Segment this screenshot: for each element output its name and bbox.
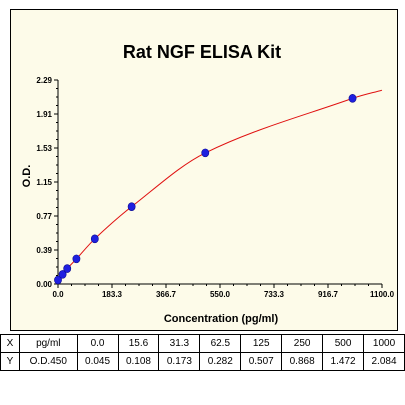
data-point — [54, 275, 62, 285]
data-point — [58, 270, 67, 279]
table-cell: 0.045 — [76, 352, 119, 371]
x-tick-label: 0.0 — [52, 290, 64, 299]
axes — [57, 80, 382, 285]
y-tick-label: 1.15 — [36, 178, 52, 187]
y-tick-label: 2.29 — [36, 76, 52, 85]
table-cell: 0.0 — [76, 334, 119, 353]
data-point — [201, 148, 210, 158]
table-cell: 0.868 — [281, 352, 324, 371]
table-cell: 1000 — [363, 334, 405, 353]
table-cell: 31.3 — [158, 334, 201, 353]
y-tick-label: 0.00 — [36, 280, 52, 289]
x-tick-label: 1100.0 — [370, 290, 395, 299]
table-cell: 125 — [240, 334, 283, 353]
table-cell: 0.507 — [240, 352, 283, 371]
table-cell: 250 — [281, 334, 324, 353]
x-tick-label: 733.3 — [264, 290, 285, 299]
x-tick-label: 916.7 — [318, 290, 339, 299]
y-axis-title: O.D. — [21, 165, 33, 188]
row-header: X — [0, 334, 20, 353]
table-cell: 0.282 — [199, 352, 242, 371]
row-header: Y — [0, 352, 20, 371]
chart-panel — [10, 9, 398, 331]
chart-svg: Rat NGF ELISA Kit 0.0 183.3 366.7 550.0 733.… — [21, 42, 395, 325]
ticks: 0.0 183.3 366.7 550.0 733.3 916.7 1100.0 0.00 0.… — [36, 76, 394, 299]
y-tick-label: 0.39 — [36, 246, 52, 255]
x-axis-title: Concentration (pg/ml) — [164, 313, 279, 325]
y-tick-label: 1.53 — [36, 144, 52, 153]
data-point — [72, 254, 81, 264]
data-point — [63, 264, 72, 273]
table-cell: 2.084 — [363, 352, 405, 371]
x-tick-label: 183.3 — [102, 290, 123, 299]
chart-title: Rat NGF ELISA Kit — [123, 42, 281, 62]
row-unit: O.D.450 — [19, 352, 78, 371]
y-tick-label: 1.91 — [36, 110, 52, 119]
y-tick-label: 0.77 — [36, 212, 52, 221]
row-unit: pg/ml — [19, 334, 78, 353]
table-cell: 0.108 — [117, 352, 160, 371]
data-point — [127, 202, 136, 211]
table-cell: 62.5 — [199, 334, 242, 353]
table-row: Y O.D.450 0.045 0.108 0.173 0.282 0.507 0.868 1.… — [0, 352, 405, 371]
table-cell: 500 — [322, 334, 365, 353]
table-cell: 1.472 — [322, 352, 365, 371]
data-points — [54, 94, 357, 285]
data-point — [348, 94, 357, 103]
table-cell: 15.6 — [117, 334, 160, 353]
fit-curve — [57, 89, 383, 281]
table-cell: 0.173 — [158, 352, 201, 371]
x-tick-label: 550.0 — [210, 290, 231, 299]
x-tick-label: 366.7 — [156, 290, 177, 299]
data-point — [90, 234, 99, 244]
